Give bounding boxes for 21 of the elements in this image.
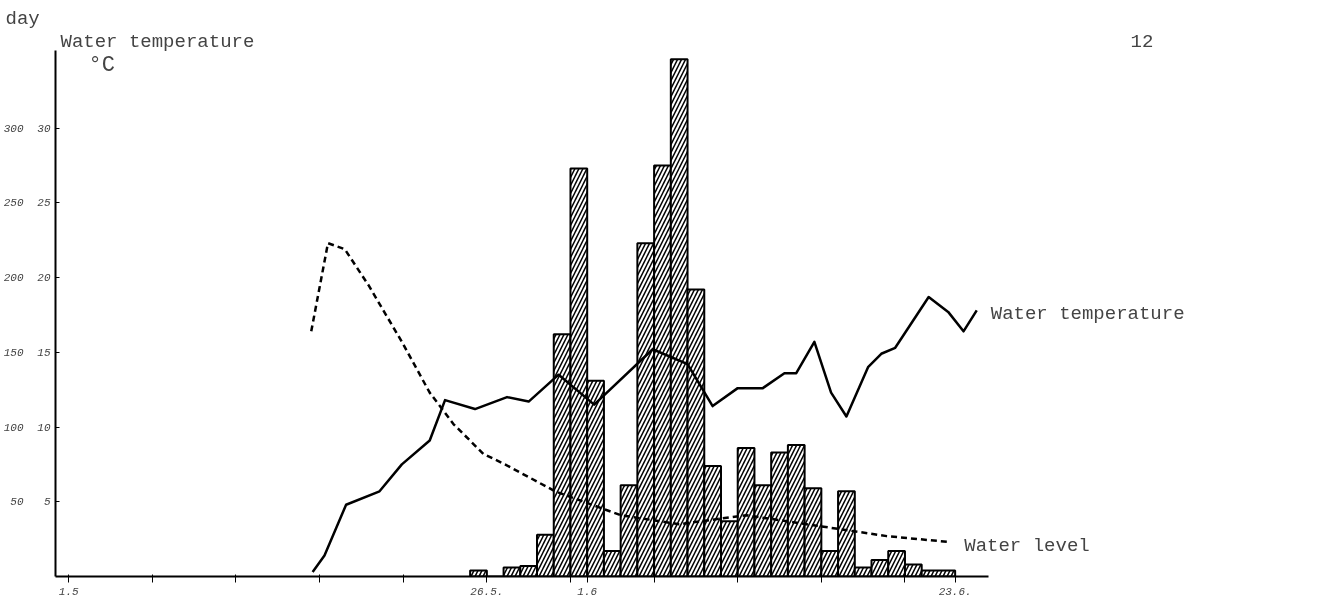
series-label: Water level	[964, 535, 1090, 558]
y2-tick-label: 30	[37, 122, 51, 135]
y2-tick-label: 15	[37, 346, 51, 359]
y-tick-label: 250	[3, 197, 24, 210]
y-tick-label: 200	[3, 272, 24, 285]
series-label: Water temperature	[990, 303, 1185, 326]
y2-tick-label: 25	[37, 197, 51, 210]
y2-axis-title: Water temperature °C	[60, 30, 255, 78]
text: 12	[1130, 30, 1154, 53]
x-tick-label: 1.5	[58, 585, 80, 598]
y-axis-title: day	[5, 7, 40, 30]
y-tick-label: 150	[3, 346, 24, 359]
y-tick-label: 100	[3, 421, 24, 434]
y2-tick-label: 20	[37, 272, 51, 285]
y-tick-label: 50	[10, 496, 24, 509]
x-tick-label: 26.5.	[470, 585, 504, 598]
x-tick-label: 1.6	[577, 585, 598, 598]
x-tick-label: 23.6.	[938, 585, 972, 598]
y-tick-label: 300	[3, 122, 24, 135]
y2-tick-label: 5	[43, 496, 51, 509]
y2-tick-label: 10	[37, 421, 51, 434]
